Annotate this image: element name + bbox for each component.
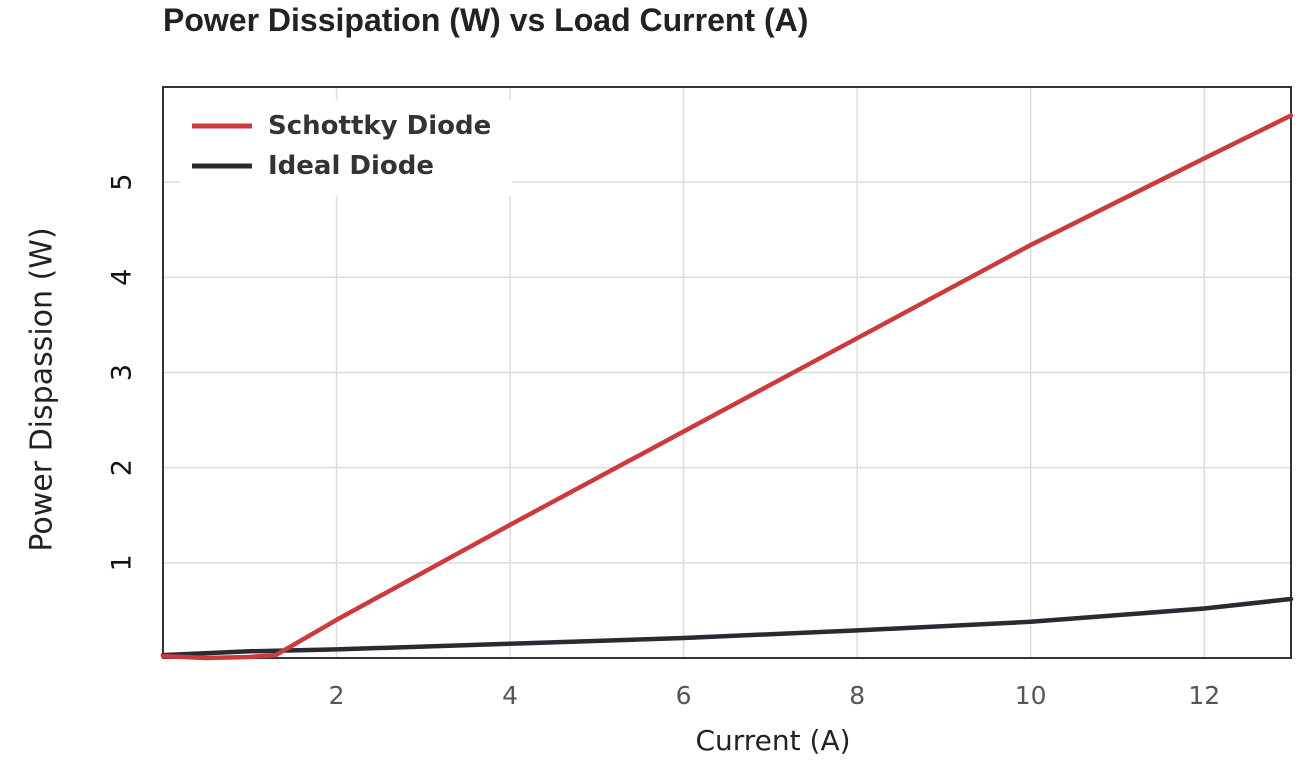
x-tick-label: 10 [1015,681,1047,710]
legend: Schottky Diode Ideal Diode [180,100,512,196]
chart-title: Power Dissipation (W) vs Load Current (A… [163,2,809,38]
x-tick-label: 4 [502,681,518,710]
y-tick-label: 3 [107,364,138,381]
y-tick-label: 1 [107,554,138,571]
series-line-1 [160,113,1294,661]
x-tick-label: 2 [329,681,345,710]
legend-label: Schottky Diode [268,111,491,141]
x-axis-ticks: 2 4 6 8 10 12 [329,681,1221,710]
y-tick-label: 4 [107,269,138,286]
series-line-2 [160,596,1294,658]
x-axis-label: Current (A) [695,724,850,757]
grid [163,87,1291,658]
x-tick-label: 6 [676,681,692,710]
y-axis-ticks: 1 2 3 4 5 [107,174,138,572]
x-tick-label: 8 [849,681,865,710]
plot-frame [162,86,1292,659]
y-axis-label: Power Dispassion (W) [25,227,60,551]
legend-label: Ideal Diode [268,151,434,181]
legend-background [180,100,512,196]
series-layer [160,113,1294,661]
y-tick-label: 5 [107,174,138,191]
x-tick-label: 12 [1188,681,1220,710]
y-tick-label: 2 [107,459,138,476]
